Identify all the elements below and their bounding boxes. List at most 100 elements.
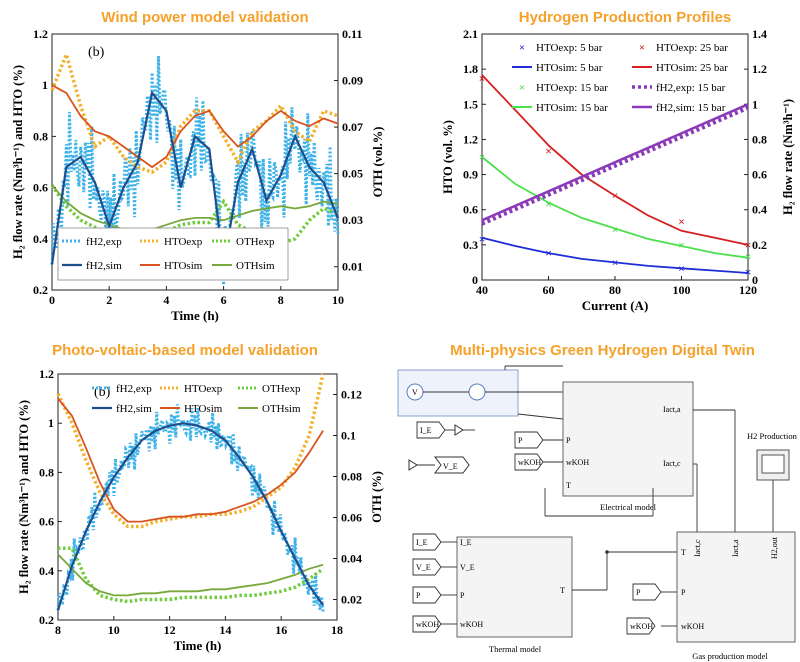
panel-tag: (b) (94, 385, 111, 400)
legend-fh2-exp-label: fH2,exp (86, 236, 122, 248)
series-fh2-sim (481, 103, 749, 222)
y2-tick-label: 1.2 (752, 62, 767, 76)
series-fh2-exp (481, 105, 749, 226)
series-hto-sim-25bar (481, 74, 749, 246)
gas-model-block (676, 531, 796, 643)
x-axis-label: Time (h) (174, 638, 222, 653)
y-tick-label: 0.9 (463, 168, 478, 182)
gas-port-t: T (681, 548, 686, 557)
y2-tick-label: 0.11 (342, 28, 362, 41)
inport-i_e-thermal (412, 533, 442, 551)
thermal-port-i_e: I_E (460, 538, 472, 547)
legend-hto-sim-label: HTOsim (164, 260, 203, 272)
y2-axis-label: H₂ flow rate (Nm³h⁻¹) (781, 99, 795, 215)
y-tick-label: 0.2 (39, 613, 54, 627)
inport-p-thermal-label: P (416, 591, 421, 600)
point-hto-exp-15bar: × (745, 250, 752, 264)
plot-frame (51, 33, 339, 291)
plot-frame (57, 373, 338, 621)
y-tick-label: 1.2 (463, 132, 478, 146)
gas-port-iact-c: Iact,c (693, 539, 702, 557)
voltage-sensor-label: V (412, 388, 418, 397)
series-hto-sim-5bar (481, 236, 749, 274)
legend-hto-exp-15-label: HTOexp: 15 bar (536, 82, 608, 94)
panel-tag: (b) (88, 45, 105, 60)
inport-wkoh-gas (626, 617, 656, 635)
y2-tick-label: 0.8 (752, 132, 767, 146)
inport-v_e-thermal-label: V_E (416, 563, 431, 572)
goto-v-e (434, 456, 470, 474)
y-tick-label: 1.5 (463, 97, 478, 111)
y2-tick-label: 0.09 (342, 74, 363, 88)
legend-fh2-sim-15-label: fH2,sim: 15 bar (656, 102, 726, 114)
inport-i_e-thermal-label: I_E (416, 538, 428, 547)
scope-label: H2 Production (747, 431, 798, 441)
y-tick-label: 0.6 (463, 203, 478, 217)
inport-i-e (416, 421, 446, 439)
x-tick-label: 120 (739, 283, 757, 297)
legend-hto-exp-label: HTOexp (164, 236, 203, 248)
y-tick-label: 0.3 (463, 238, 478, 252)
point-hto-exp-25bar: × (545, 144, 552, 158)
thermal-model-label: Thermal model (489, 644, 542, 654)
y2-tick-label: 1 (752, 97, 758, 111)
twin-title: Multi-physics Green Hydrogen Digital Twi… (450, 342, 755, 359)
y2-tick-label: 0.03 (342, 213, 363, 227)
series-fh2-sim (50, 90, 340, 265)
legend-hto-exp-25-marker: × (639, 42, 645, 54)
y-tick-label: 0.6 (33, 181, 48, 195)
wind-title: Wind power model validation (101, 9, 309, 26)
electrical-port-iact-a: Iact,a (663, 405, 681, 414)
x-tick-label: 8 (55, 623, 61, 637)
x-tick-label: 12 (164, 623, 176, 637)
point-hto-exp-25bar: × (678, 214, 685, 228)
point-hto-exp-25bar: × (479, 72, 486, 86)
y-tick-label: 1.2 (33, 28, 48, 41)
gas-port-iact-a: Iact,a (731, 539, 740, 557)
y-tick-label: 2.1 (463, 28, 478, 41)
hydrogen-title: Hydrogen Production Profiles (518, 9, 732, 26)
pv-chart: 8 10 12 14 16 18 0.2 0.4 0.6 0.8 1 1.2 0.02 0.04 0.06 0… (17, 367, 384, 653)
y2-tick-label: 0.4 (752, 203, 767, 217)
inport-i-e-label: I_E (420, 426, 432, 435)
gas-port-wkoh: wKOH (681, 622, 704, 631)
y2-tick-label: 0.6 (752, 168, 767, 182)
legend-oth-sim-label: OTHsim (262, 403, 301, 415)
inport-p-gas (632, 583, 662, 601)
goto-v-e-label: V_E (443, 462, 458, 471)
legend-oth-sim-label: OTHsim (236, 260, 275, 272)
current-sensor-icon (468, 383, 486, 401)
electrical-model-block (562, 381, 694, 497)
junction-dot (605, 550, 609, 554)
thermal-model-block (456, 536, 573, 638)
inport-wkoh-electrical-label: wKOH (518, 458, 541, 467)
x-tick-label: 0 (49, 293, 55, 307)
inport-wkoh-electrical (514, 453, 544, 471)
x-tick-label: 10 (108, 623, 120, 637)
legend-hto-sim-15-label: HTOsim: 15 bar (536, 102, 608, 114)
gas-port-p: P (681, 588, 686, 597)
electrical-model-label: Electrical model (600, 502, 657, 512)
y2-axis-label: OTH (%) (370, 471, 384, 523)
series-oth-sim (51, 184, 339, 233)
scope-screen (761, 454, 785, 474)
x-tick-label: 2 (106, 293, 112, 307)
y-tick-label: 0 (472, 273, 478, 287)
y2-tick-label: 0.2 (752, 238, 767, 252)
x-tick-label: 4 (163, 293, 169, 307)
legend-oth-exp-label: OTHexp (262, 383, 301, 395)
inport-p-gas-label: P (636, 588, 641, 597)
legend-fh2-exp-label: fH2,exp (116, 383, 152, 395)
y2-tick-label: 0.05 (342, 167, 363, 181)
electrical-port-iact-c: Iact,c (663, 459, 681, 468)
y-tick-label: 1.8 (463, 62, 478, 76)
y2-tick-label: 0.12 (341, 388, 362, 402)
gain-block-2 (408, 459, 418, 471)
y2-tick-label: 0.02 (341, 593, 362, 607)
inport-p-electrical (514, 431, 544, 449)
x-tick-label: 10 (332, 293, 344, 307)
x-tick-label: 40 (476, 283, 488, 297)
y2-tick-label: 0.07 (342, 120, 363, 134)
electrical-port-t: T (566, 481, 571, 490)
